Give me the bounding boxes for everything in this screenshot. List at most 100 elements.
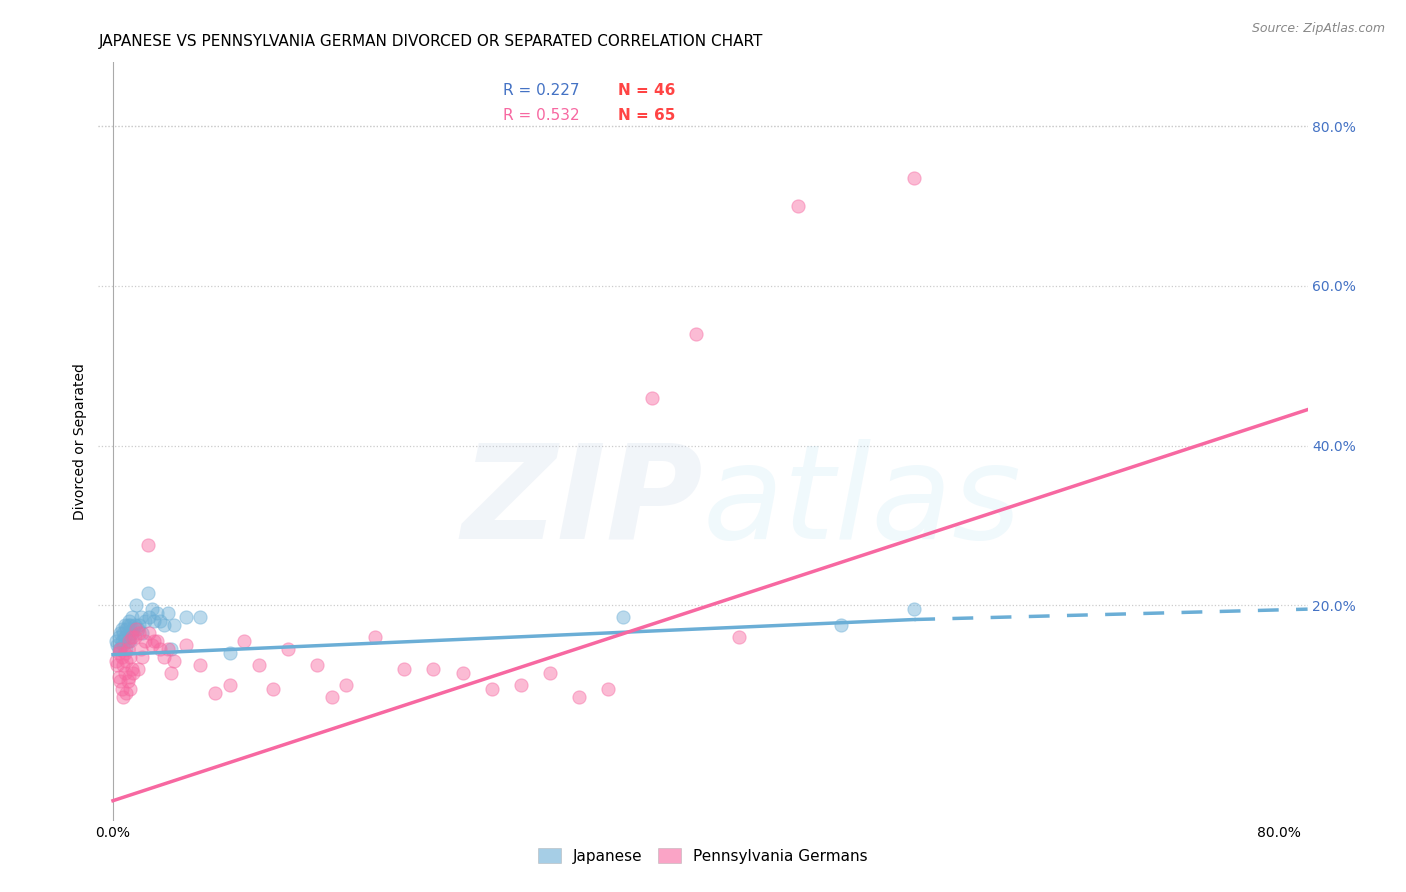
Point xyxy=(115,686,138,700)
Point xyxy=(110,642,132,657)
Point xyxy=(117,634,139,648)
Point xyxy=(120,618,142,632)
Point xyxy=(138,626,160,640)
Point xyxy=(204,686,226,700)
Point xyxy=(149,642,172,657)
Point xyxy=(394,662,416,676)
Point xyxy=(110,642,132,657)
Point xyxy=(117,618,139,632)
Point xyxy=(142,614,165,628)
Point xyxy=(115,654,138,668)
Point xyxy=(218,678,240,692)
Point xyxy=(247,658,270,673)
Point xyxy=(118,670,141,684)
Point xyxy=(335,678,357,692)
Point xyxy=(120,681,142,696)
Point xyxy=(128,626,150,640)
Point xyxy=(122,622,145,636)
Point xyxy=(112,658,135,673)
Text: R = 0.532: R = 0.532 xyxy=(503,108,581,123)
Text: atlas: atlas xyxy=(703,439,1022,566)
Point xyxy=(364,630,387,644)
Point xyxy=(131,650,153,665)
Point xyxy=(115,622,138,636)
Point xyxy=(134,614,156,628)
Point xyxy=(121,626,143,640)
Point xyxy=(538,665,561,680)
Point xyxy=(114,630,136,644)
Point xyxy=(305,658,328,673)
Point xyxy=(218,646,240,660)
Point xyxy=(233,634,256,648)
Point xyxy=(124,618,146,632)
Point xyxy=(481,681,503,696)
Point xyxy=(903,602,925,616)
Point xyxy=(153,650,176,665)
Point xyxy=(157,642,180,657)
Point xyxy=(641,391,664,405)
Point xyxy=(163,654,186,668)
Point xyxy=(121,630,143,644)
Point xyxy=(118,614,141,628)
Point xyxy=(114,646,136,660)
Point xyxy=(262,681,284,696)
Point xyxy=(112,638,135,652)
Text: JAPANESE VS PENNSYLVANIA GERMAN DIVORCED OR SEPARATED CORRELATION CHART: JAPANESE VS PENNSYLVANIA GERMAN DIVORCED… xyxy=(98,34,763,49)
Text: ZIP: ZIP xyxy=(461,439,703,566)
Point xyxy=(110,673,132,688)
Text: R = 0.227: R = 0.227 xyxy=(503,83,581,98)
Text: N = 46: N = 46 xyxy=(619,83,676,98)
Point xyxy=(129,610,152,624)
Point xyxy=(138,610,160,624)
Point xyxy=(127,662,149,676)
Point xyxy=(111,634,134,648)
Point xyxy=(568,690,591,704)
Point xyxy=(612,610,634,624)
Point xyxy=(145,634,167,648)
Point xyxy=(128,618,150,632)
Text: N = 65: N = 65 xyxy=(619,108,676,123)
Text: Source: ZipAtlas.com: Source: ZipAtlas.com xyxy=(1251,22,1385,36)
Point xyxy=(903,171,925,186)
Point xyxy=(136,586,159,600)
Point xyxy=(190,658,212,673)
Point xyxy=(105,638,128,652)
Point xyxy=(110,626,132,640)
Point xyxy=(114,618,136,632)
Point xyxy=(104,654,127,668)
Point xyxy=(145,606,167,620)
Point xyxy=(125,622,148,636)
Point xyxy=(104,634,127,648)
Point xyxy=(131,626,153,640)
Point xyxy=(509,678,531,692)
Point xyxy=(111,650,134,665)
Point xyxy=(134,634,156,648)
Point xyxy=(728,630,751,644)
Point xyxy=(422,662,444,676)
Point xyxy=(142,634,165,648)
Point xyxy=(598,681,620,696)
Point xyxy=(108,642,131,657)
Point xyxy=(118,630,141,644)
Point xyxy=(163,618,186,632)
Point xyxy=(136,538,159,552)
Point xyxy=(174,610,197,624)
Point xyxy=(190,610,212,624)
Point xyxy=(120,634,142,648)
Point xyxy=(111,622,134,636)
Point xyxy=(122,665,145,680)
Point xyxy=(121,610,143,624)
Point xyxy=(157,606,180,620)
Point xyxy=(141,638,163,652)
Point xyxy=(321,690,343,704)
Point xyxy=(174,638,197,652)
Point xyxy=(124,630,146,644)
Point xyxy=(830,618,852,632)
Point xyxy=(141,602,163,616)
Point xyxy=(120,650,142,665)
Y-axis label: Divorced or Separated: Divorced or Separated xyxy=(73,363,87,520)
Point xyxy=(160,665,183,680)
Point xyxy=(160,642,183,657)
Point xyxy=(108,670,131,684)
Point xyxy=(685,326,707,341)
